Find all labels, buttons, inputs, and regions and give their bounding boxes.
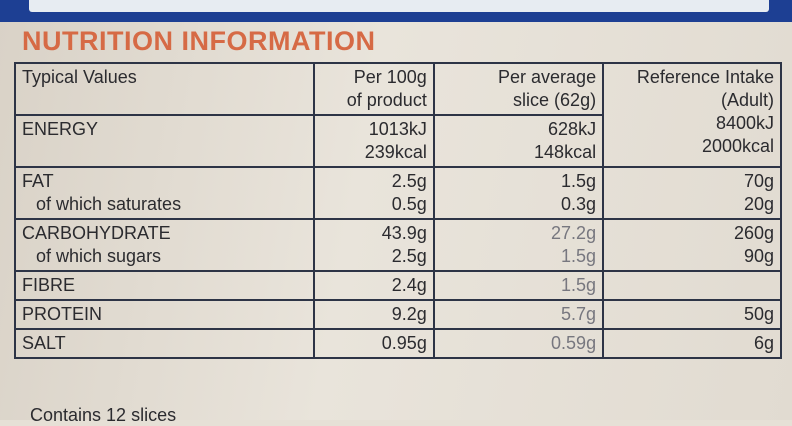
energy-ri-kj: 8400kJ [715, 113, 774, 133]
salt-ri-value: 6g [753, 333, 774, 353]
fibre-per-100g-value: 2.4g [391, 275, 427, 295]
energy-ri-kcal: 2000kcal [701, 136, 774, 156]
header-row: Typical Values Per 100g of product Per a… [14, 62, 782, 168]
protein-per-100g-value: 9.2g [391, 304, 427, 324]
fibre-label-cell: FIBRE [14, 270, 315, 301]
salt-label: SALT [22, 333, 66, 353]
energy-per-100g-kcal: 239kcal [364, 142, 427, 162]
fibre-ri-value [610, 274, 774, 297]
protein-label: PROTEIN [22, 304, 103, 324]
reference-intake-header-line2: (Adult) [720, 90, 774, 110]
salt-per-slice: 0.59g [432, 328, 605, 359]
fibre-per-100g: 2.4g [312, 270, 435, 301]
sugars-label: of which sugars [36, 246, 162, 266]
sugars-per-100g-value: 2.5g [391, 246, 427, 266]
per-slice-header: Per average slice (62g) [432, 62, 605, 116]
per-100g-header-line2: of product [346, 90, 427, 110]
salt-per-100g: 0.95g [312, 328, 435, 359]
carbohydrate-ri: 260g 90g [602, 218, 782, 272]
carbohydrate-row: CARBOHYDRATE of which sugars 43.9g 2.5g … [14, 218, 782, 272]
energy-per-100g: 1013kJ 239kcal [312, 114, 435, 168]
reference-intake-header-line1: Reference Intake [636, 67, 774, 87]
energy-row: ENERGY 1013kJ 239kcal 628kJ 148kcal [14, 114, 781, 168]
fat-per-slice: 1.5g 0.3g [432, 166, 605, 220]
per-100g-header-line1: Per 100g [353, 67, 427, 87]
fat-row: FAT of which saturates 2.5g 0.5g 1.5g 0.… [14, 166, 782, 220]
salt-per-slice-value: 0.59g [551, 333, 597, 353]
salt-ri: 6g [602, 328, 782, 359]
saturates-label: of which saturates [36, 194, 182, 214]
energy-per-100g-kj: 1013kJ [368, 119, 427, 139]
nutrition-table: Typical Values Per 100g of product Per a… [14, 62, 782, 359]
carbohydrate-per-slice-value: 27.2g [551, 223, 597, 243]
nutrition-title: NUTRITION INFORMATION [22, 26, 376, 56]
fat-ri: 70g 20g [602, 166, 782, 220]
sugars-ri-value: 90g [743, 246, 774, 266]
carbohydrate-per-100g: 43.9g 2.5g [312, 218, 435, 272]
fibre-per-slice-value: 1.5g [561, 275, 597, 295]
slices-count-note: Contains 12 slices [30, 405, 177, 425]
fat-per-100g: 2.5g 0.5g [312, 166, 435, 220]
salt-per-100g-value: 0.95g [381, 333, 427, 353]
fat-per-slice-value: 1.5g [561, 171, 597, 191]
blue-top-band [0, 0, 792, 22]
fat-label: FAT [22, 171, 54, 191]
energy-per-slice-kj: 628kJ [548, 119, 597, 139]
protein-label-cell: PROTEIN [14, 299, 315, 330]
fat-per-100g-value: 2.5g [391, 171, 427, 191]
fibre-row: FIBRE 2.4g 1.5g [14, 270, 782, 301]
saturates-ri-value: 20g [743, 194, 774, 214]
fibre-ri [602, 270, 782, 301]
fibre-label: FIBRE [22, 275, 76, 295]
protein-ri: 50g [602, 299, 782, 330]
reference-intake-header-and-energy: Reference Intake (Adult) 8400kJ 2000kcal [602, 62, 782, 168]
carbohydrate-per-100g-value: 43.9g [381, 223, 427, 243]
carbohydrate-per-slice: 27.2g 1.5g [432, 218, 605, 272]
protein-row: PROTEIN 9.2g 5.7g 50g [14, 299, 782, 330]
per-slice-header-line1: Per average [498, 67, 597, 87]
carbohydrate-ri-value: 260g [733, 223, 774, 243]
fat-ri-value: 70g [743, 171, 774, 191]
salt-row: SALT 0.95g 0.59g 6g [14, 328, 782, 359]
protein-per-100g: 9.2g [312, 299, 435, 330]
saturates-per-100g-value: 0.5g [391, 194, 427, 214]
energy-label: ENERGY [22, 119, 99, 139]
energy-per-slice-kcal: 148kcal [534, 142, 597, 162]
per-slice-header-line2: slice (62g) [513, 90, 597, 110]
salt-label-cell: SALT [14, 328, 315, 359]
carbohydrate-label-cell: CARBOHYDRATE of which sugars [14, 218, 315, 272]
typical-values-label: Typical Values [22, 67, 137, 87]
protein-ri-value: 50g [743, 304, 774, 324]
energy-label-cell: ENERGY [14, 114, 315, 168]
typical-values-header: Typical Values [14, 62, 315, 116]
energy-per-slice: 628kJ 148kcal [432, 114, 605, 168]
fat-label-cell: FAT of which saturates [14, 166, 315, 220]
sugars-per-slice-value: 1.5g [561, 246, 597, 266]
protein-per-slice: 5.7g [432, 299, 605, 330]
fibre-per-slice: 1.5g [432, 270, 605, 301]
protein-per-slice-value: 5.7g [561, 304, 597, 324]
white-label-edge [26, 0, 772, 15]
per-100g-header: Per 100g of product [312, 62, 435, 116]
saturates-per-slice-value: 0.3g [561, 194, 597, 214]
carbohydrate-label: CARBOHYDRATE [22, 223, 171, 243]
